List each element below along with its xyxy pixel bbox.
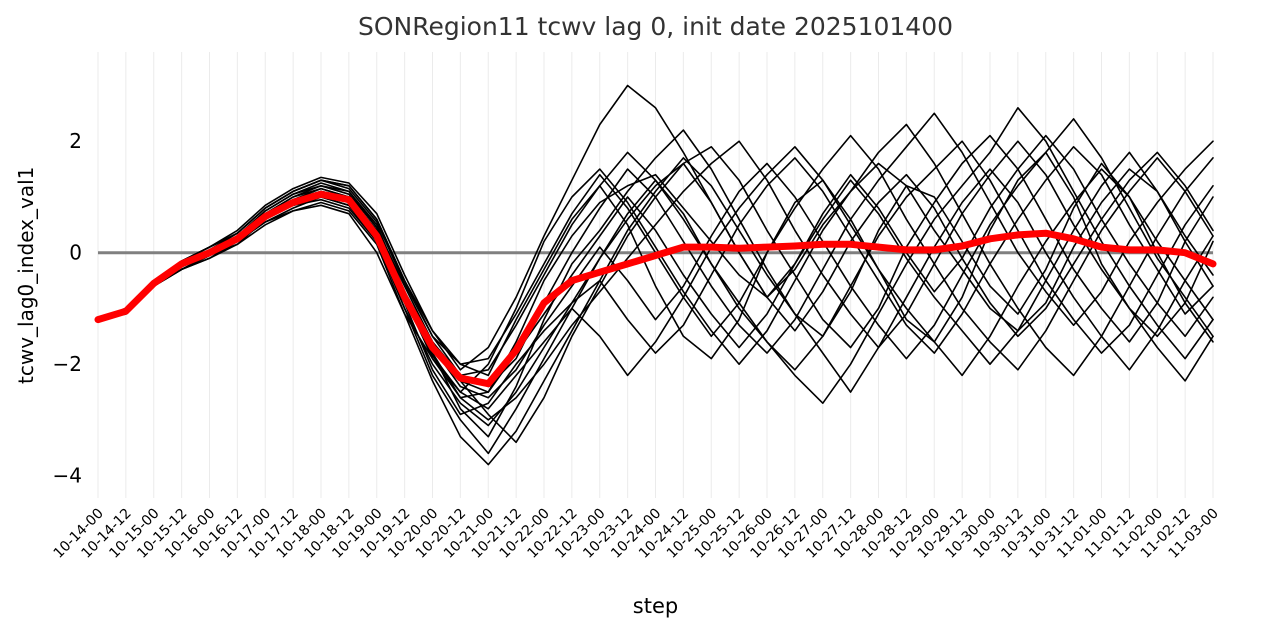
y-tick-label: 0 — [69, 241, 82, 265]
ensemble-mean-line — [94, 190, 1217, 388]
chart-title: SONRegion11 tcwv lag 0, init date 202510… — [357, 12, 954, 41]
y-tick-labels: −4 −2 0 2 — [53, 129, 82, 488]
y-tick-label: −4 — [53, 464, 82, 488]
ensemble-member-line — [97, 84, 1214, 371]
y-tick-label: 2 — [69, 129, 82, 153]
ensemble-member-line — [97, 134, 1214, 393]
x-axis-label: step — [632, 594, 679, 618]
x-tick-labels: 10-14-0010-14-1210-15-0010-15-1210-16-00… — [51, 506, 1222, 562]
ensemble-member-line — [97, 157, 1214, 466]
y-tick-label: −2 — [53, 352, 82, 376]
ensemble-member-line — [97, 107, 1214, 405]
ensemble-mean — [94, 190, 1217, 388]
gridlines — [97, 52, 1214, 498]
y-axis-label: tcwv_lag0_index_val1 — [14, 166, 38, 384]
